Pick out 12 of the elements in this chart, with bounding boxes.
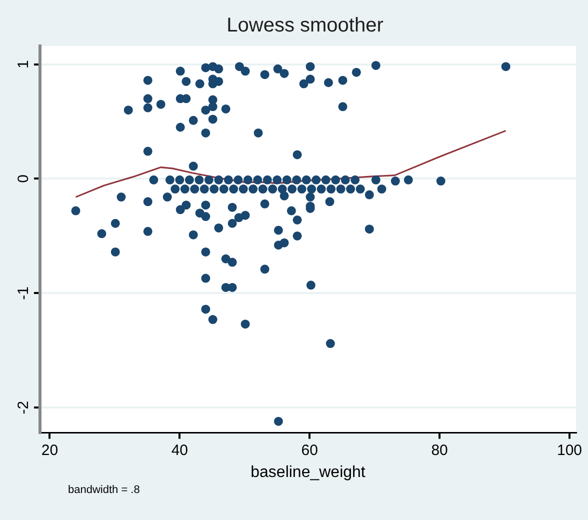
x-tick-label: 60	[301, 442, 318, 459]
y-tick-label: -2	[15, 400, 32, 414]
text: bandwidth = .8	[68, 484, 140, 496]
x-tick-label: 20	[41, 442, 58, 459]
x-axis-title: baseline_weight	[250, 464, 366, 481]
x-tick-label: 40	[171, 442, 188, 459]
y-tick-label: -1	[15, 286, 32, 300]
y-tick-label: 1	[15, 60, 32, 68]
x-tick-label: 100	[556, 442, 582, 459]
y-tick-label: 0	[15, 174, 32, 183]
chart-title: Lowess smoother	[226, 14, 384, 37]
x-tick-label: 80	[431, 442, 448, 459]
